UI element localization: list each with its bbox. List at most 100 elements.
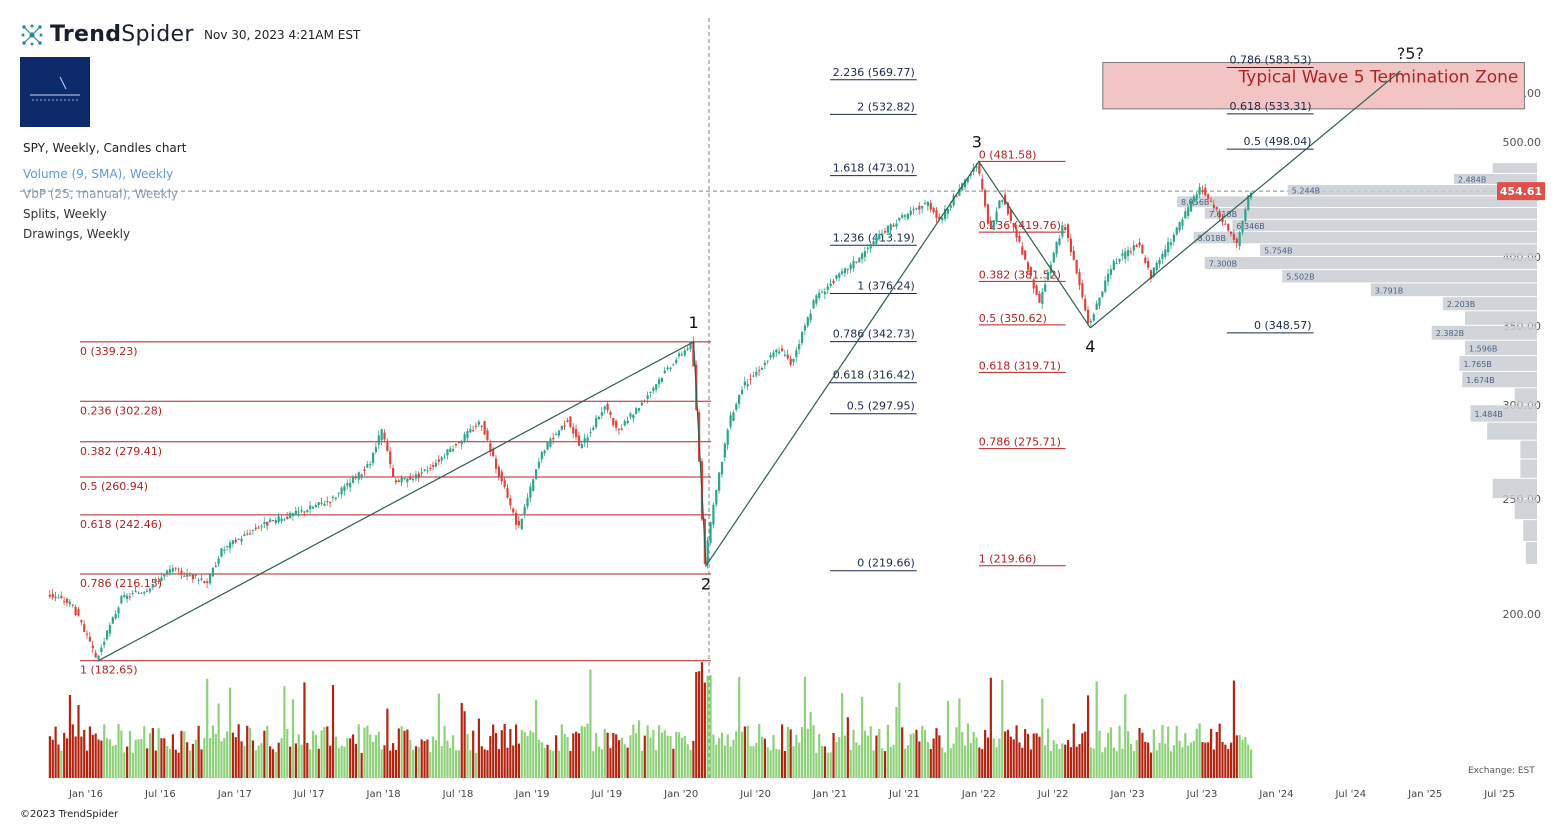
volume-bar	[217, 703, 220, 778]
candle-body	[394, 480, 398, 483]
volume-bar	[700, 662, 704, 778]
candle-body	[334, 497, 337, 499]
candle-body	[329, 501, 332, 503]
volume-bar	[892, 744, 895, 778]
candle-body	[163, 574, 166, 577]
candle-body	[520, 518, 523, 530]
volume-bar	[1129, 743, 1133, 778]
candle-body	[146, 591, 149, 593]
candle-body	[426, 470, 429, 472]
vbp-bar	[1470, 405, 1537, 422]
candle-body	[632, 414, 635, 419]
candle-body	[131, 593, 134, 595]
vbp-bar	[1193, 231, 1537, 244]
vbp-bar	[1492, 478, 1537, 499]
volume-bar	[1127, 731, 1130, 778]
wave-5-label: ?5?	[1397, 44, 1424, 63]
candle-body	[895, 223, 898, 227]
volume-bar	[832, 732, 835, 778]
candle-body	[203, 581, 206, 584]
candle-body	[483, 421, 486, 435]
legend-vbp[interactable]: VbP (25, manual), Weekly	[23, 187, 179, 201]
candle-body	[989, 220, 992, 227]
candle-body	[1052, 252, 1055, 263]
candle-body	[889, 224, 892, 231]
candle-body	[537, 461, 541, 468]
candle-body	[74, 606, 77, 615]
candle-body	[1195, 194, 1198, 199]
candle-body	[1124, 251, 1127, 259]
volume-bar	[792, 746, 795, 778]
candle-body	[932, 207, 935, 213]
candle-body	[1207, 194, 1210, 199]
volume-bar	[895, 706, 898, 778]
candle-body	[71, 604, 74, 606]
volume-bar	[174, 749, 177, 778]
volume-bar	[426, 739, 429, 778]
legend-volume[interactable]: Volume (9, SMA), Weekly	[23, 167, 174, 181]
fib-level-label: 0.786 (216.15)	[80, 577, 162, 590]
volume-bar	[703, 682, 706, 778]
x-tick-label: Jan '23	[1110, 789, 1145, 800]
candle-body	[106, 630, 109, 640]
volume-bar	[1247, 744, 1250, 778]
volume-bar	[220, 741, 223, 778]
candle-body	[126, 595, 129, 600]
candle-body	[412, 479, 415, 481]
fib-level-label: 0.786 (342.73)	[833, 328, 915, 341]
volume-bar	[964, 745, 967, 778]
candle-body	[274, 519, 277, 524]
candle-body	[326, 501, 329, 503]
volume-bar	[635, 733, 638, 778]
candle-body	[80, 620, 83, 623]
vbp-bar	[1525, 542, 1537, 564]
volume-bar	[1104, 747, 1107, 778]
candle-body	[892, 224, 895, 227]
x-tick-label: Jan '24	[1258, 789, 1293, 800]
candle-body	[291, 513, 295, 516]
volume-bar	[935, 728, 938, 778]
volume-bar	[821, 745, 824, 778]
volume-bar	[106, 738, 109, 778]
volume-bar	[972, 732, 975, 778]
fib-level-label: 1.618 (473.01)	[833, 162, 915, 175]
candle-body	[111, 617, 114, 624]
candle-body	[108, 624, 112, 634]
volume-bar	[512, 745, 515, 778]
candle-body	[629, 413, 632, 418]
candle-body	[626, 420, 629, 424]
candle-body	[266, 521, 269, 526]
candle-body	[1218, 212, 1221, 218]
candle-body	[1189, 200, 1193, 212]
candle-body	[1004, 194, 1007, 205]
volume-bar	[211, 725, 215, 778]
wave-label-4: 4	[1085, 337, 1095, 356]
candle-body	[1026, 262, 1030, 270]
candle-body	[823, 291, 827, 295]
candle-body	[746, 384, 749, 387]
legend-splits[interactable]: Splits, Weekly	[23, 207, 107, 221]
fib-level-label: 0.5 (297.95)	[847, 400, 915, 413]
volume-bar	[778, 749, 781, 778]
candle-body	[918, 206, 921, 210]
candle-body	[806, 317, 809, 326]
legend-drawings[interactable]: Drawings, Weekly	[23, 227, 131, 241]
candle-body	[94, 652, 97, 658]
volume-bar	[540, 742, 543, 778]
candle-body	[1086, 309, 1090, 324]
vbp-bar	[1370, 283, 1537, 297]
volume-bar	[1012, 739, 1015, 778]
candle-body	[826, 286, 829, 290]
volume-bar	[1026, 733, 1030, 778]
candle-body	[984, 190, 987, 207]
volume-bar	[886, 724, 889, 778]
candle-body	[881, 233, 884, 237]
candle-body	[749, 378, 752, 380]
volume-bar	[146, 748, 149, 778]
volume-bar	[523, 731, 526, 778]
candle-body	[466, 431, 469, 439]
volume-bar	[718, 738, 721, 778]
candle-body	[575, 429, 578, 438]
volume-bar	[1167, 726, 1170, 778]
